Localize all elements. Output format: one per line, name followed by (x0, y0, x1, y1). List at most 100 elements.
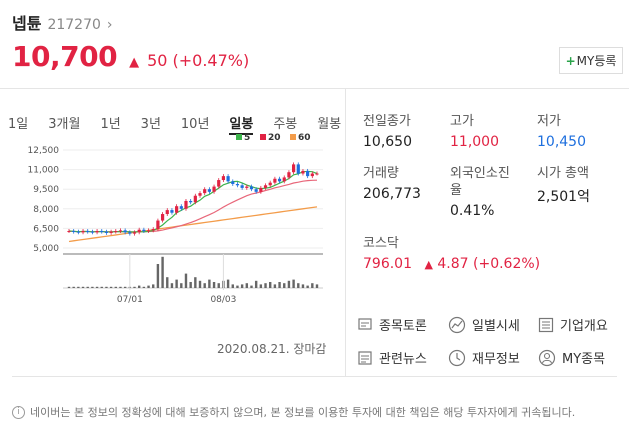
chart-date-note: 2020.08.21. 장마감 (217, 342, 327, 356)
stat-foreign-ratio: 외국인소진율 0.41% (450, 165, 520, 219)
candle-body (245, 186, 249, 188)
menu-discussion[interactable]: 종목토론 (357, 315, 427, 334)
volume-bar (226, 279, 230, 288)
stat-value: 2,501억 (537, 189, 590, 205)
menu-related-news[interactable]: 관련뉴스 (357, 348, 427, 367)
legend-label: 5 (244, 133, 250, 143)
candle-body (90, 231, 94, 233)
candle-body (263, 185, 268, 188)
candle-body (109, 231, 113, 233)
legend-swatch (236, 134, 242, 140)
y-tick-label: 6,500 (33, 224, 59, 234)
volume-bar (142, 286, 146, 288)
stat-label: 저가 (537, 114, 561, 129)
chart-legend: 5 20 60 (236, 133, 311, 143)
volume-bar (180, 283, 183, 288)
stat-value: 206,773 (363, 186, 421, 202)
volume-bar (315, 284, 319, 288)
candle-body (184, 200, 188, 209)
tab-10y[interactable]: 10년 (180, 117, 210, 132)
menu-company-overview[interactable]: 기업개요 (538, 315, 608, 334)
tab-weekly[interactable]: 주봉 (273, 117, 298, 132)
volume-bar (175, 279, 178, 288)
kosdaq-index[interactable]: 코스닥 796.01 ▲ 4.87 (+0.62%) (363, 235, 583, 272)
up-arrow-icon: ▲ (424, 258, 433, 271)
candle-body (100, 231, 104, 233)
stat-label: 고가 (450, 114, 474, 129)
candle-body (114, 231, 118, 233)
menu-daily-price[interactable]: 일별시세 (448, 315, 520, 334)
candle-body (76, 231, 80, 233)
y-tick-label: 8,000 (33, 205, 59, 215)
plus-icon: + (565, 53, 576, 68)
volume-bar (283, 283, 286, 288)
candle-body (277, 178, 282, 182)
volume-bar (67, 286, 71, 288)
y-tick-label: 5,000 (33, 244, 59, 254)
candle-body (249, 186, 254, 190)
tab-3m[interactable]: 3개월 (48, 117, 81, 132)
candle-body (104, 231, 109, 233)
candle-body (259, 187, 263, 192)
candle-body (287, 172, 291, 178)
candlesticks (67, 162, 319, 236)
volume-bar (217, 283, 220, 288)
candle-body (86, 231, 90, 233)
tab-1d[interactable]: 1일 (8, 117, 29, 132)
volume-bar (240, 284, 244, 288)
volume-bar (301, 284, 305, 288)
candle-body (282, 177, 286, 182)
stock-code[interactable]: 217270 (47, 17, 101, 33)
volume-bar (133, 286, 136, 288)
tab-1y[interactable]: 1년 (100, 117, 121, 132)
stat-high: 고가 11,000 (450, 113, 540, 150)
volume-bar (245, 283, 249, 288)
candle-body (118, 230, 123, 232)
volume-bar (198, 280, 202, 288)
ma60-line (68, 206, 318, 243)
volume-bar (254, 280, 258, 288)
chevron-right-icon[interactable]: › (106, 17, 113, 33)
my-register-button[interactable]: + MY등록 (559, 47, 623, 74)
candle-body (240, 185, 244, 188)
stat-value: 10,650 (363, 134, 412, 150)
volume-bar (100, 286, 103, 288)
volume-bar (287, 280, 291, 288)
volume-bar (212, 282, 216, 288)
volume-bar (95, 286, 99, 288)
trend-icon (448, 316, 466, 333)
stock-chart[interactable]: 5 20 60 12,500 11,000 9,500 8,000 6,500 5,000 0… (8, 130, 328, 310)
menu-financials[interactable]: 재무정보 (448, 348, 520, 367)
candle-body (292, 164, 296, 173)
candle-body (301, 170, 305, 174)
volume-bar (273, 284, 277, 288)
menu-label: MY종목 (562, 352, 606, 367)
stat-label: 거래량 (363, 166, 399, 181)
stock-name[interactable]: 넵튠 (12, 14, 42, 33)
candle-body (235, 183, 240, 186)
chart-x-ticks: 07/01 08/03 (117, 254, 236, 305)
stat-value: 11,000 (450, 134, 499, 150)
menu-my-stocks[interactable]: MY종목 (538, 348, 605, 367)
volume-bar (137, 285, 141, 288)
my-register-label: MY등록 (576, 54, 617, 68)
up-arrow-icon: ▲ (129, 55, 140, 70)
tab-monthly[interactable]: 월봉 (317, 117, 342, 132)
candle-body (95, 231, 99, 233)
candle-body (72, 231, 76, 233)
volume-bar (170, 283, 174, 288)
volume-bar (203, 283, 206, 288)
y-tick-label: 12,500 (28, 146, 60, 156)
stat-volume: 거래량 206,773 (363, 165, 453, 202)
candle-body (306, 170, 310, 177)
stock-header: 넵튠 217270 › 10,700 ▲ 50 (+0.47%) (12, 10, 249, 73)
candle-body (175, 206, 179, 213)
candle-body (231, 181, 235, 184)
stat-market-cap: 시가 총액 2,501억 (537, 165, 627, 206)
volume-bar (156, 264, 160, 288)
candle-body (142, 229, 146, 232)
candle-body (151, 229, 155, 231)
volume-bar (231, 284, 234, 288)
menu-label: 기업개요 (560, 319, 608, 334)
tab-3y[interactable]: 3년 (140, 117, 161, 132)
